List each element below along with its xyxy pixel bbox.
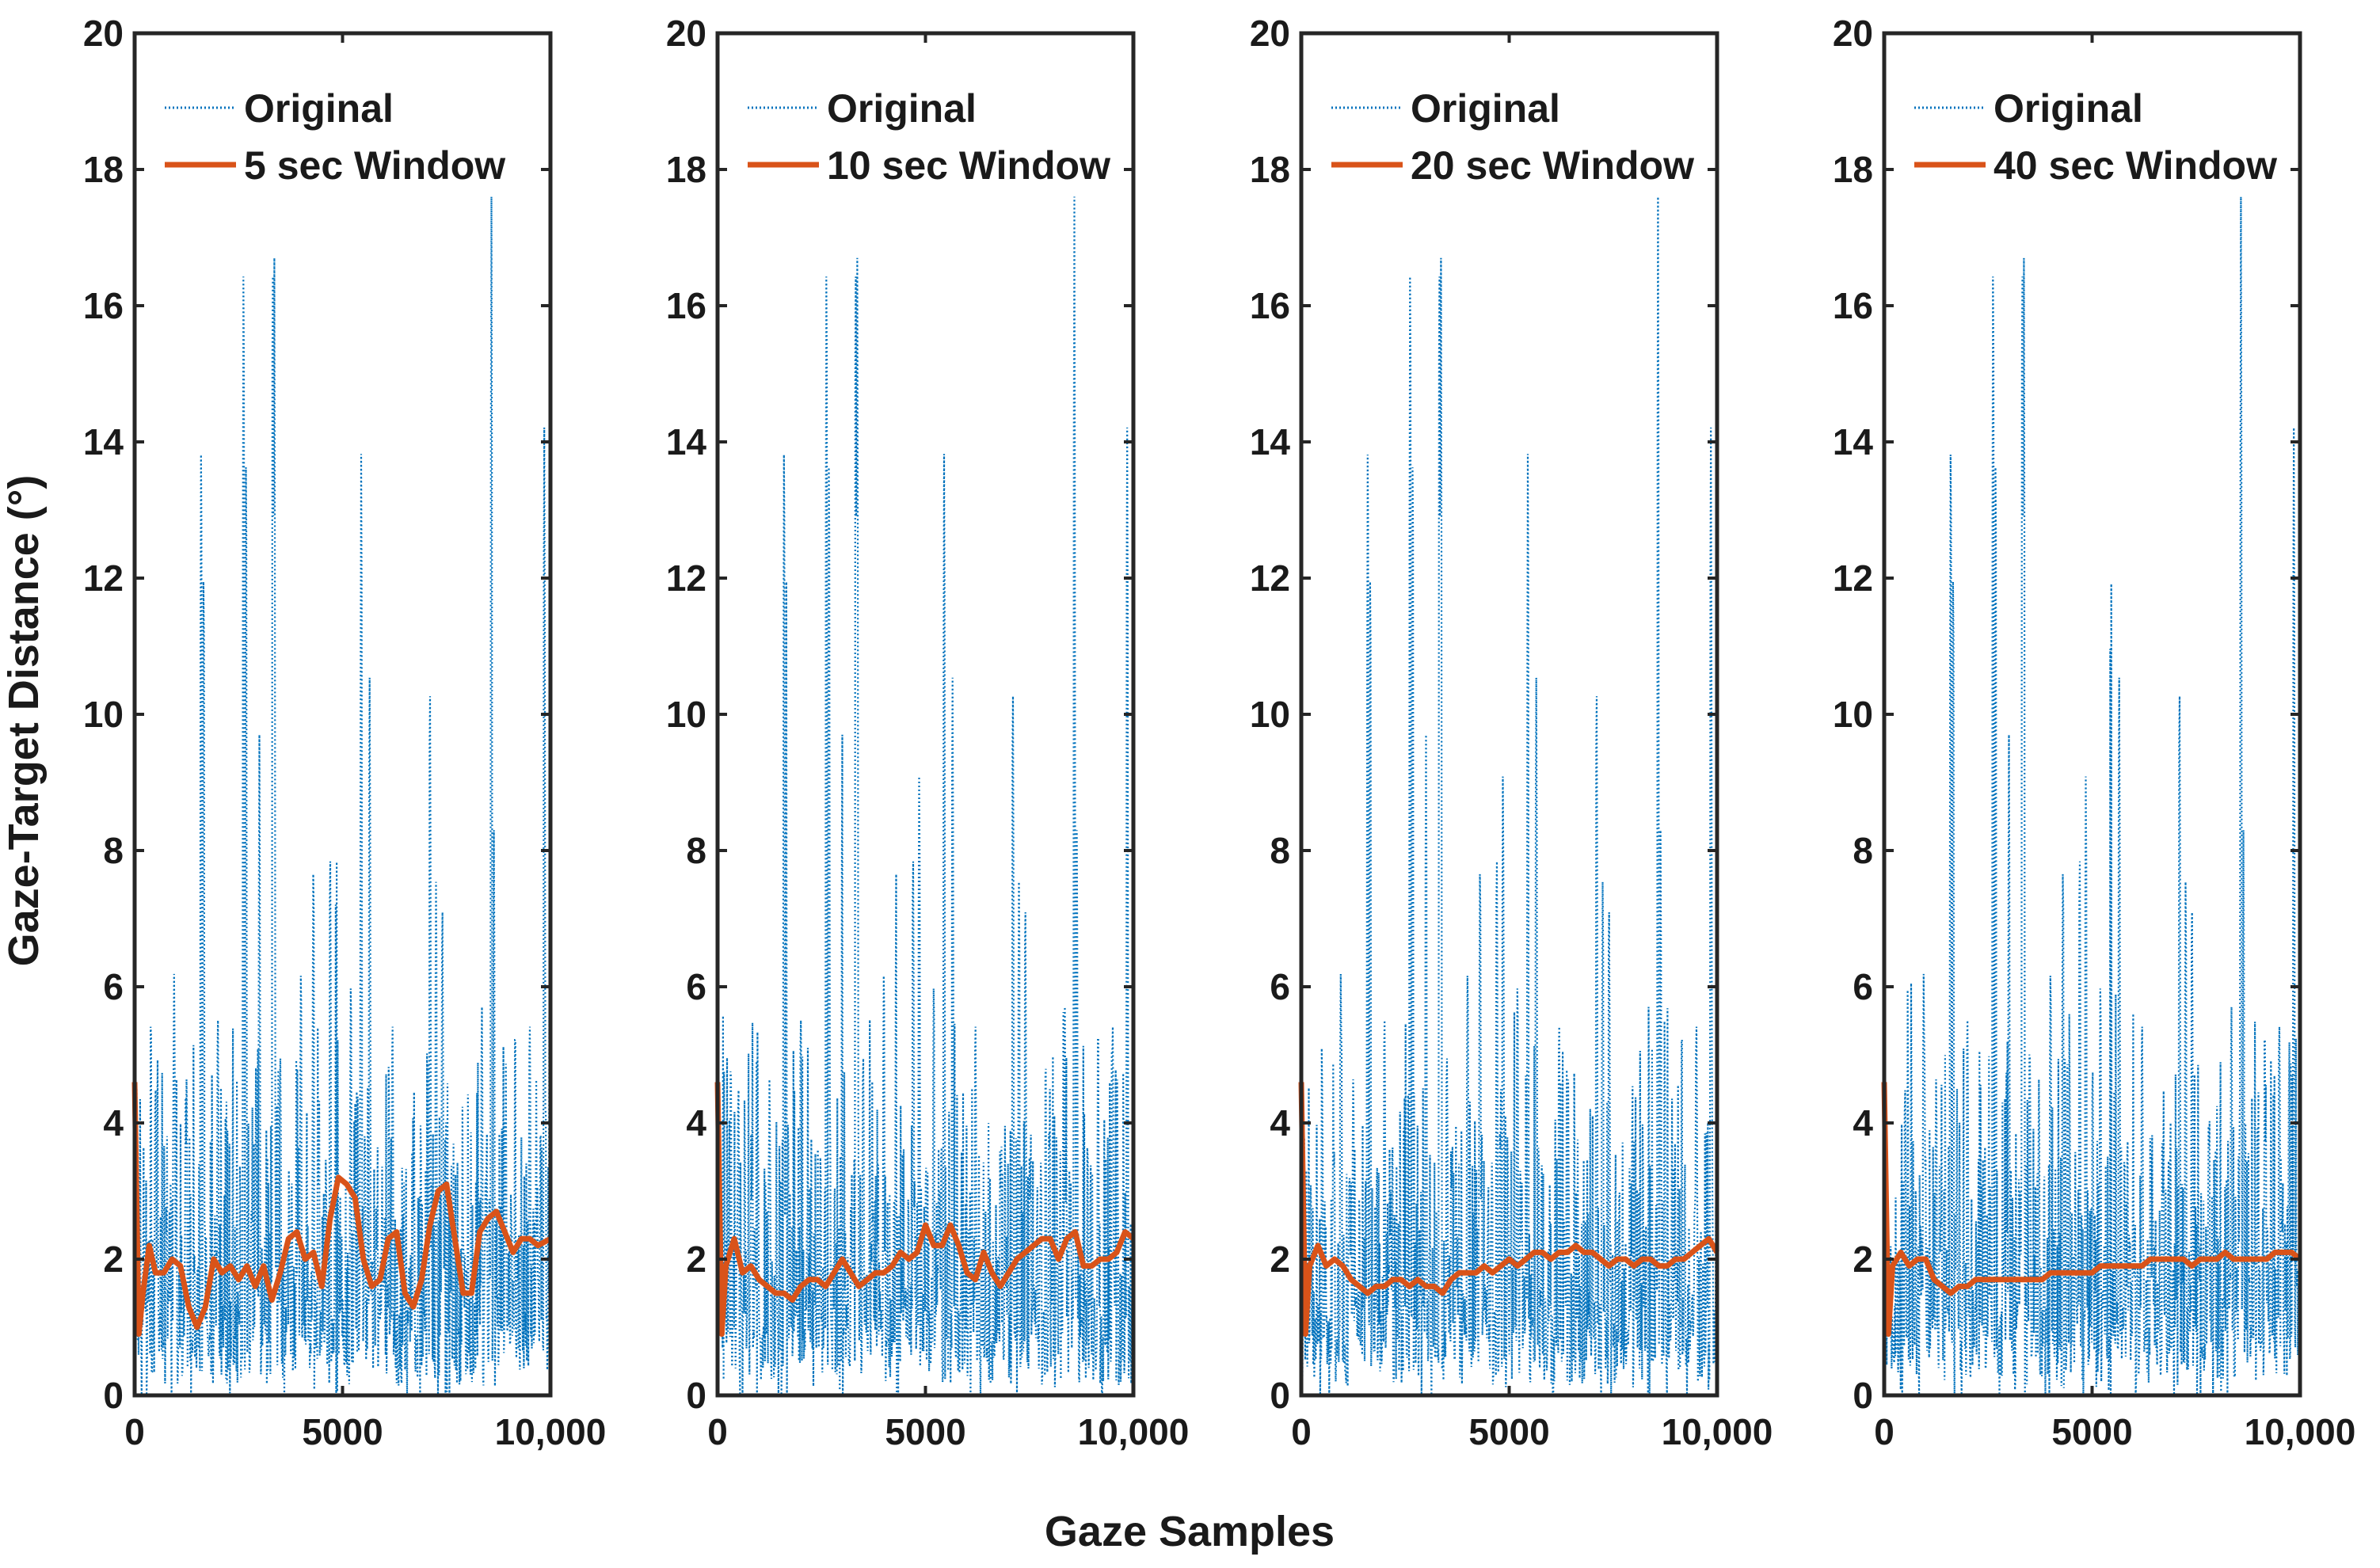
x-tick-label: 0 (1874, 1411, 1894, 1452)
y-tick-label: 16 (83, 285, 124, 326)
y-tick-label: 4 (1270, 1102, 1290, 1144)
y-tick-label: 6 (1853, 966, 1873, 1007)
x-tick-label: 5000 (302, 1411, 383, 1452)
x-tick-label: 10,000 (495, 1411, 607, 1452)
y-tick-label: 8 (103, 830, 124, 871)
panel-1: 0 2 4 6 8 10 12 14 16 18 20 0 5000 10,000 Original 5 se… (83, 13, 607, 1452)
panel-2: 0 2 4 6 8 10 12 14 16 18 20 0 5000 10,000 Original 10 s… (666, 13, 1190, 1452)
x-tick-label: 5000 (2051, 1411, 2132, 1452)
x-tick-label: 0 (1291, 1411, 1312, 1452)
y-tick-label: 20 (1250, 13, 1290, 54)
legend-label-original: Original (1993, 86, 2143, 131)
y-tick-label: 10 (1833, 694, 1873, 735)
y-tick-label: 14 (1250, 421, 1291, 462)
y-tick-label: 12 (83, 558, 124, 599)
original-series-line (1300, 196, 1718, 1397)
y-tick-label: 2 (103, 1239, 124, 1280)
y-tick-label: 14 (1833, 421, 1874, 462)
smoothed-series-line (1298, 1082, 1719, 1338)
y-tick-label: 2 (686, 1239, 706, 1280)
y-tick-label: 18 (83, 149, 124, 190)
axes-box (132, 31, 553, 1398)
y-tick-label: 6 (1270, 966, 1290, 1007)
y-tick-label: 12 (1250, 558, 1290, 599)
y-tick-label: 14 (666, 421, 707, 462)
y-tick-label: 0 (1270, 1375, 1290, 1416)
legend-label-original: Original (827, 86, 977, 131)
panel-3: 0 2 4 6 8 10 12 14 16 18 20 0 5000 10,000 Original 20 s… (1250, 13, 1773, 1452)
y-tick-label: 18 (1250, 149, 1290, 190)
x-tick-label: 10,000 (2245, 1411, 2356, 1452)
y-tick-label: 4 (686, 1102, 706, 1144)
y-tick-label: 0 (1853, 1375, 1873, 1416)
smoothed-series-line (1881, 1082, 2302, 1338)
x-tick-label: 10,000 (1662, 1411, 1773, 1452)
x-tick-label: 5000 (885, 1411, 965, 1452)
y-tick-label: 10 (666, 694, 706, 735)
x-tick-label: 0 (707, 1411, 728, 1452)
y-tick-label: 0 (686, 1375, 706, 1416)
y-tick-label: 6 (103, 966, 124, 1007)
y-tick-label: 16 (1250, 285, 1290, 326)
y-tick-label: 12 (666, 558, 706, 599)
y-tick-label: 18 (1833, 149, 1873, 190)
original-series-line (133, 196, 551, 1396)
y-tick-label: 10 (1250, 694, 1290, 735)
y-axis-title: Gaze-Target Distance (°) (0, 475, 48, 967)
smoothed-series-line (131, 1082, 552, 1338)
y-tick-label: 12 (1833, 558, 1873, 599)
legend-label-original: Original (244, 86, 394, 131)
y-tick-label: 20 (666, 13, 706, 54)
y-tick-label: 8 (686, 830, 706, 871)
smoothed-series-line (714, 1082, 1136, 1338)
y-tick-label: 14 (83, 421, 124, 462)
legend-label-window: 10 sec Window (827, 143, 1110, 188)
x-axis-title: Gaze Samples (1045, 1508, 1335, 1555)
y-tick-label: 20 (83, 13, 124, 54)
y-tick-label: 6 (686, 966, 706, 1007)
x-tick-label: 10,000 (1078, 1411, 1190, 1452)
y-tick-label: 8 (1853, 830, 1873, 871)
y-tick-label: 4 (1853, 1102, 1873, 1144)
y-tick-label: 18 (666, 149, 706, 190)
original-series-line (716, 196, 1134, 1397)
y-tick-label: 4 (103, 1102, 124, 1144)
legend-label-original: Original (1411, 86, 1560, 131)
y-tick-label: 20 (1833, 13, 1873, 54)
legend-label-window: 40 sec Window (1993, 143, 2277, 188)
original-series-line (1883, 196, 2301, 1396)
x-tick-label: 5000 (1468, 1411, 1549, 1452)
x-tick-label: 0 (124, 1411, 145, 1452)
y-tick-label: 2 (1853, 1239, 1873, 1280)
y-tick-label: 16 (666, 285, 706, 326)
y-tick-label: 10 (83, 694, 124, 735)
y-tick-label: 0 (103, 1375, 124, 1416)
panel-4: 0 2 4 6 8 10 12 14 16 18 20 0 5000 10,000 Original 40 s… (1833, 13, 2356, 1452)
y-tick-label: 2 (1270, 1239, 1290, 1280)
legend-label-window: 5 sec Window (244, 143, 505, 188)
y-tick-label: 16 (1833, 285, 1873, 326)
y-tick-label: 8 (1270, 830, 1290, 871)
legend-label-window: 20 sec Window (1411, 143, 1694, 188)
